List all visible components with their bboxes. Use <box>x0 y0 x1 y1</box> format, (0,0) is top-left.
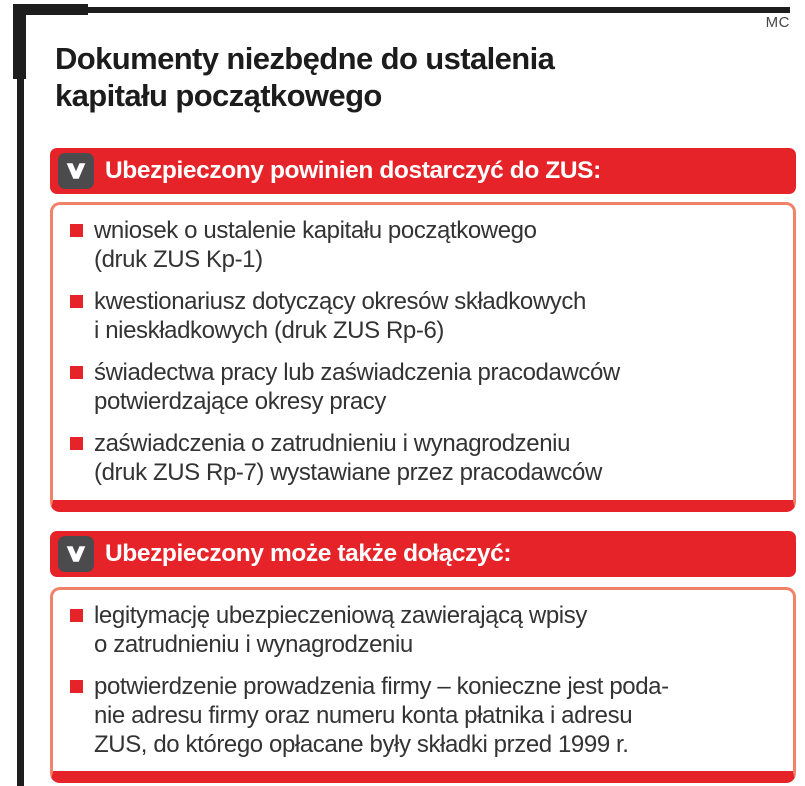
bullet-square-icon <box>70 437 83 450</box>
page-title-line-2: kapitału początkowego <box>55 78 382 113</box>
bullet-square-icon <box>70 609 83 622</box>
corner-rule-top-thin <box>85 7 790 13</box>
list-item: wniosek o ustalenie kapitału początkoweg… <box>70 216 777 274</box>
list-item-line: wniosek o ustalenie kapitału początkoweg… <box>94 217 537 244</box>
section-header-label: Ubezpieczony może także dołączyć: <box>105 540 512 567</box>
section-header-required-docs: Ubezpieczony powinien dostarczyć do ZUS: <box>50 148 796 194</box>
page-title: Dokumenty niezbędne do ustalenia kapitału… <box>55 40 555 114</box>
list-item-line: zaświadczenia o zatrudnieniu i wynagrodz… <box>94 430 571 457</box>
document-list: legitymację ubezpieczeniową zawierającą … <box>70 601 777 759</box>
list-item: zaświadczenia o zatrudnieniu i wynagrodz… <box>70 429 777 487</box>
required-docs-box: wniosek o ustalenie kapitału początkoweg… <box>50 202 796 512</box>
bullet-square-icon <box>70 295 83 308</box>
list-item-line: nie adresu firmy oraz numeru konta płatn… <box>94 702 633 729</box>
credit-label: MC <box>765 14 790 31</box>
list-item-line: ZUS, do którego opłacane były składki pr… <box>94 731 629 758</box>
list-item-line: kwestionariusz dotyczący okresów składko… <box>94 288 586 315</box>
section-header-optional-docs: Ubezpieczony może także dołączyć: <box>50 531 796 577</box>
document-list: wniosek o ustalenie kapitału początkoweg… <box>70 216 777 487</box>
section-header-label: Ubezpieczony powinien dostarczyć do ZUS: <box>105 157 601 184</box>
chevron-down-icon <box>58 536 94 572</box>
bullet-square-icon <box>70 366 83 379</box>
list-item-line: potwierdzające okresy pracy <box>94 388 387 415</box>
corner-rule-left-thin <box>17 78 24 786</box>
chevron-down-icon <box>58 153 94 189</box>
list-item-line: (druk ZUS Kp-1) <box>94 246 263 273</box>
list-item-line: (druk ZUS Rp-7) wystawiane przez pracoda… <box>94 459 602 486</box>
list-item-line: o zatrudnieniu i wynagrodzeniu <box>94 631 413 658</box>
corner-rule-left-thick <box>13 4 26 79</box>
corner-rule-top-thick <box>13 4 88 15</box>
bullet-square-icon <box>70 680 83 693</box>
list-item: legitymację ubezpieczeniową zawierającą … <box>70 601 777 659</box>
list-item-line: świadectwa pracy lub zaświadczenia praco… <box>94 359 620 386</box>
optional-docs-box: legitymację ubezpieczeniową zawierającą … <box>50 587 796 783</box>
list-item-line: i nieskładkowych (druk ZUS Rp-6) <box>94 317 444 344</box>
list-item: potwierdzenie prowadzenia firmy – koniec… <box>70 672 777 759</box>
list-item-line: potwierdzenie prowadzenia firmy – koniec… <box>94 673 669 700</box>
bullet-square-icon <box>70 224 83 237</box>
list-item: świadectwa pracy lub zaświadczenia praco… <box>70 358 777 416</box>
list-item-line: legitymację ubezpieczeniową zawierającą … <box>94 602 587 629</box>
page-title-line-1: Dokumenty niezbędne do ustalenia <box>55 41 555 76</box>
list-item: kwestionariusz dotyczący okresów składko… <box>70 287 777 345</box>
